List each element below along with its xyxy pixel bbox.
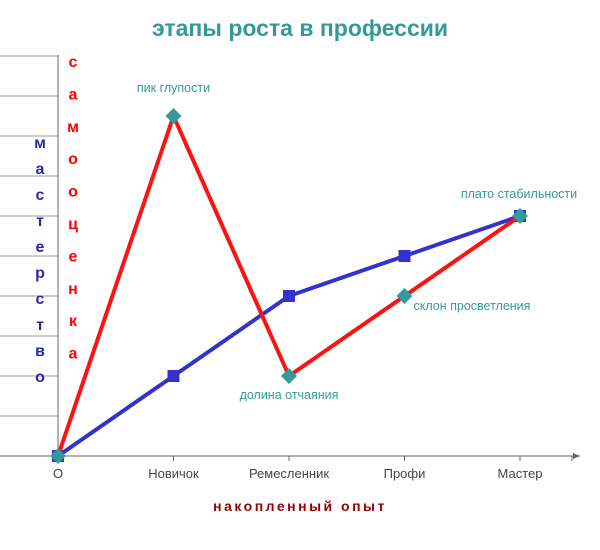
annotation-label: долина отчаяния [240, 388, 339, 402]
axis-label-letter: н [68, 281, 78, 298]
axis-label-letter: е [36, 239, 45, 256]
axis-label-letter: а [69, 346, 78, 363]
series-line [56, 114, 522, 457]
axis-label-letter: о [68, 184, 78, 201]
annotation-label: пик глупости [137, 81, 210, 95]
chart-title: этапы роста в профессии [152, 15, 448, 41]
series-self-assessment [50, 108, 528, 464]
x-tick-label: Профи [384, 466, 426, 481]
axis-label-letter: м [67, 119, 79, 136]
axis-label-letter: с [36, 291, 45, 308]
x-tick-label: Новичок [148, 466, 199, 481]
series-layer [50, 108, 528, 464]
axis-label-letter: к [69, 313, 78, 330]
data-point [281, 368, 297, 384]
axis-label-letter: в [35, 343, 45, 360]
annotation-label: склон просветления [414, 299, 531, 313]
axis-label-letter: е [69, 248, 78, 265]
axis-label-letter: р [35, 265, 45, 282]
data-point [165, 108, 182, 124]
series-mastery [52, 210, 526, 462]
data-point [396, 288, 413, 304]
x-tick-label: Мастер [498, 466, 543, 481]
data-point [167, 370, 180, 382]
gridlines [0, 55, 58, 417]
data-point [512, 208, 528, 224]
axis-label-letter: с [69, 54, 78, 71]
axis-label-letter: а [36, 161, 45, 178]
data-point [283, 290, 295, 302]
axis-label-letter: о [68, 151, 78, 168]
x-tick-label: О [53, 466, 63, 481]
axis-label-letter: т [36, 213, 44, 230]
axis-label-letter: ц [68, 216, 78, 233]
x-tick-labels: О Новичок Ремесленник Профи Мастер [53, 466, 543, 481]
axis-label-letter: о [35, 369, 45, 386]
data-point [398, 250, 411, 262]
axis-label-letter: м [34, 135, 46, 152]
axis-label-letter: с [36, 187, 45, 204]
x-axis-arrow [573, 453, 580, 459]
x-axis-label: накопленный опыт [213, 498, 387, 514]
axis-label-letter: т [36, 317, 44, 334]
annotations: пик глупости долина отчаяния склон просвет… [137, 81, 577, 402]
annotation-label: плато стабильности [461, 187, 577, 201]
data-point [50, 448, 66, 464]
x-tick-label: Ремесленник [249, 466, 329, 481]
axis-label-letter: а [69, 86, 78, 103]
